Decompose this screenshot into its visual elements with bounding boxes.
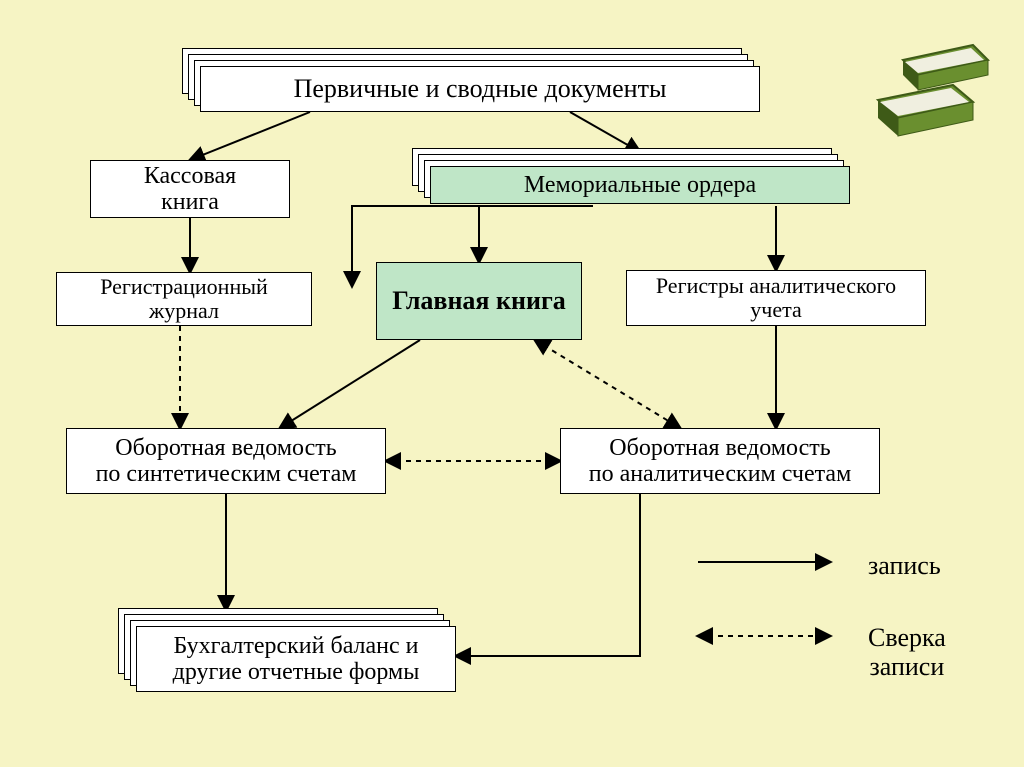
node-label: Оборотная ведомостьпо синтетическим счет… bbox=[96, 435, 357, 488]
node-analytic_reg: Регистры аналитическогоучета bbox=[626, 270, 926, 326]
node-label: Бухгалтерский баланс идругие отчетные фо… bbox=[173, 633, 420, 686]
node-turn_synth: Оборотная ведомостьпо синтетическим счет… bbox=[66, 428, 386, 494]
node-memo_orders: Мемориальные ордера bbox=[430, 166, 850, 204]
node-balance: Бухгалтерский баланс идругие отчетные фо… bbox=[136, 626, 456, 692]
node-main_book: Главная книга bbox=[376, 262, 582, 340]
node-label: Регистры аналитическогоучета bbox=[656, 274, 896, 322]
node-label: Мемориальные ордера bbox=[524, 172, 756, 198]
node-label: Кассоваякнига bbox=[144, 163, 236, 216]
node-label: Первичные и сводные документы bbox=[294, 75, 667, 104]
node-label: Регистрационныйжурнал bbox=[100, 275, 268, 323]
legend-entry: запись bbox=[868, 552, 941, 581]
node-cash_book: Кассоваякнига bbox=[90, 160, 290, 218]
legend-verify: Сверказаписи bbox=[868, 624, 946, 681]
node-turn_analytic: Оборотная ведомостьпо аналитическим счет… bbox=[560, 428, 880, 494]
node-reg_journal: Регистрационныйжурнал bbox=[56, 272, 312, 326]
node-label: Главная книга bbox=[392, 287, 566, 316]
books-icon bbox=[858, 30, 998, 150]
node-primary_docs: Первичные и сводные документы bbox=[200, 66, 760, 112]
node-label: Оборотная ведомостьпо аналитическим счет… bbox=[589, 435, 852, 488]
diagram-canvas: Первичные и сводные документы Кассоваякни… bbox=[0, 0, 1024, 767]
